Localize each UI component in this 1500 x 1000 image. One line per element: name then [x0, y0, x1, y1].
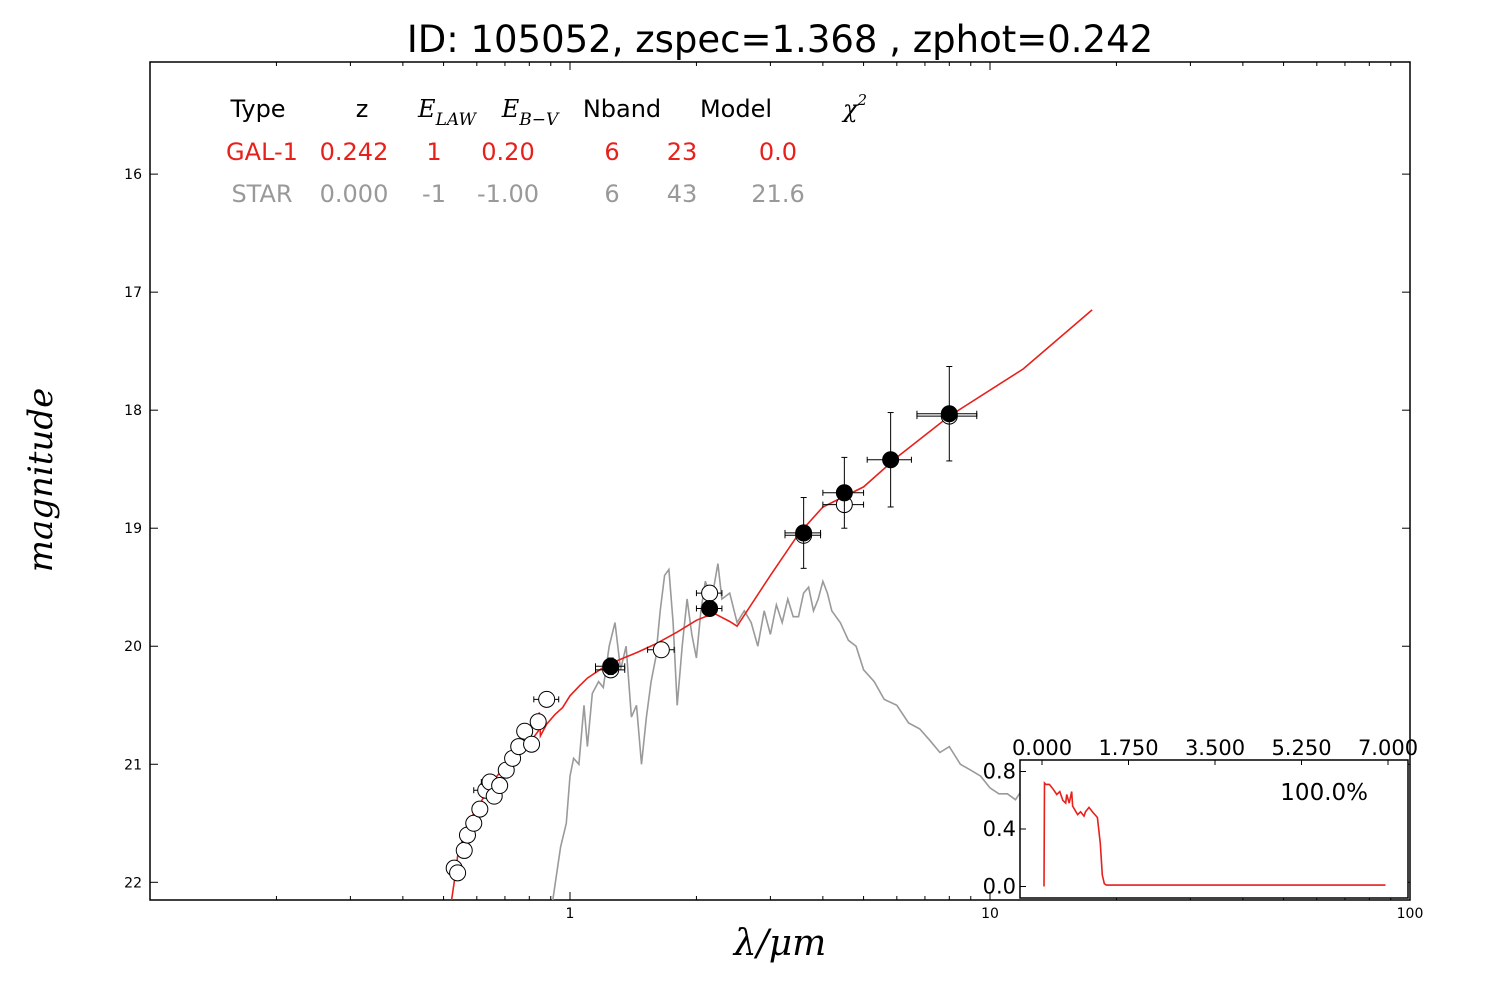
table-cell-r0-c0: GAL-1: [226, 138, 298, 166]
table-header-elaw-main: E: [417, 95, 436, 123]
chart-title: ID: 105052, zspec=1.368 , zphot=0.242: [407, 18, 1153, 61]
observed-point-open: [695, 584, 723, 602]
table-header-elaw: ELAW: [417, 95, 477, 130]
inset-y-tick-label: 0.8: [983, 760, 1016, 784]
observed-marker: [701, 584, 719, 602]
table-header-type: Type: [229, 95, 285, 123]
observed-marker: [449, 864, 467, 882]
table-cell-r1-c4: 6: [604, 180, 619, 208]
x-tick-label: 100: [1397, 906, 1424, 922]
y-axis: 16 17 18 19 20 21 22: [124, 167, 1410, 891]
y-tick-label: 21: [124, 757, 142, 773]
inset-y-tick-label: 0.4: [983, 817, 1016, 841]
inset-x-tick-label: 5.250: [1271, 736, 1331, 760]
x-axis-label: λ/μm: [732, 923, 826, 964]
y-tick-label: 20: [124, 639, 142, 655]
observed-marker: [529, 713, 547, 731]
inset-y-tick-label: 0.0: [983, 875, 1016, 899]
observed-marker: [471, 800, 489, 818]
observed-point-filled: [784, 497, 822, 569]
observed-marker: [602, 657, 620, 675]
table-cell-r0-c4: 6: [604, 138, 619, 166]
observed-marker: [538, 690, 556, 708]
table-header-ebv-sub: B−V: [518, 110, 560, 130]
inset-x-tick-label: 3.500: [1185, 736, 1245, 760]
observed-marker: [882, 451, 900, 469]
table-cell-r0-c3: 0.20: [481, 138, 534, 166]
y-tick-label: 16: [124, 167, 142, 183]
observed-point-filled: [866, 412, 912, 508]
table-cell-r0-c1: 0.242: [320, 138, 389, 166]
observed-marker: [523, 735, 541, 753]
y-axis-label: magnitude: [21, 388, 61, 573]
table-cell-r1-c6: 21.6: [751, 180, 804, 208]
observed-marker: [465, 814, 483, 832]
x-tick-label: 10: [981, 906, 999, 922]
inset-pdf-plot: 0.000 1.750 3.500 5.250 7.000 0.0 0.4 0.8 100.0…: [983, 736, 1418, 899]
observed-point-filled: [695, 599, 723, 617]
table-header-ebv-main: E: [501, 95, 520, 123]
observed-point-filled: [916, 366, 978, 462]
observed-marker: [795, 524, 813, 542]
observed-point-open: [449, 864, 467, 882]
observed-point-open: [471, 800, 489, 818]
inset-frame: [1019, 759, 1409, 899]
table-header-model: Model: [700, 95, 772, 123]
inset-annotation: 100.0%: [1280, 780, 1368, 806]
x-axis: 1 10 100: [275, 62, 1424, 922]
observed-point-filled: [822, 456, 865, 529]
table-header-ebv: EB−V: [501, 95, 560, 130]
observed-marker: [652, 641, 670, 659]
series-line-star: [552, 563, 1024, 900]
table-cell-r1-c3: -1.00: [477, 180, 539, 208]
observed-point-open: [491, 777, 509, 795]
table-cell-r1-c1: 0.000: [320, 180, 389, 208]
table-cell-r1-c2: -1: [422, 180, 446, 208]
inset-axes: 0.000 1.750 3.500 5.250 7.000 0.0 0.4 0.8: [983, 736, 1418, 899]
observed-point-filled: [594, 657, 626, 676]
inset-pdf-line: [1043, 781, 1386, 887]
observed-marker: [491, 777, 509, 795]
table-cell-r0-c6: 0.0: [759, 138, 797, 166]
inset-x-tick-label: 7.000: [1358, 736, 1418, 760]
observed-marker: [455, 841, 473, 859]
table-cell-r1-c5: 43: [667, 180, 698, 208]
y-tick-label: 22: [124, 875, 142, 891]
main-plot-frame: [149, 61, 1411, 901]
table-cell-r0-c2: 1: [426, 138, 441, 166]
y-tick-label: 17: [124, 285, 142, 301]
table-header-nband: Nband: [583, 95, 661, 123]
observed-marker: [835, 484, 853, 502]
observed-point-open: [533, 690, 560, 708]
observed-point-open: [523, 735, 541, 753]
observed-point-open: [455, 841, 473, 859]
observed-points: [445, 366, 978, 882]
table-header-chi2: χ2: [841, 91, 867, 123]
observed-point-open: [465, 814, 483, 832]
table-header-z: z: [356, 95, 369, 123]
observed-marker: [940, 405, 958, 423]
table-header-chi2-sup: 2: [857, 91, 868, 109]
y-tick-label: 18: [124, 403, 142, 419]
table-cell-r1-c0: STAR: [231, 180, 292, 208]
inset-x-tick-label: 0.000: [1012, 736, 1072, 760]
observed-point-open: [529, 713, 547, 731]
table-header-chi2-main: χ: [841, 95, 859, 123]
table-header-elaw-sub: LAW: [435, 110, 478, 130]
observed-marker: [701, 599, 719, 617]
x-tick-label: 1: [566, 906, 575, 922]
table-cell-r0-c5: 23: [667, 138, 698, 166]
observed-point-open: [647, 641, 675, 659]
y-tick-label: 19: [124, 521, 142, 537]
inset-x-tick-label: 1.750: [1098, 736, 1158, 760]
